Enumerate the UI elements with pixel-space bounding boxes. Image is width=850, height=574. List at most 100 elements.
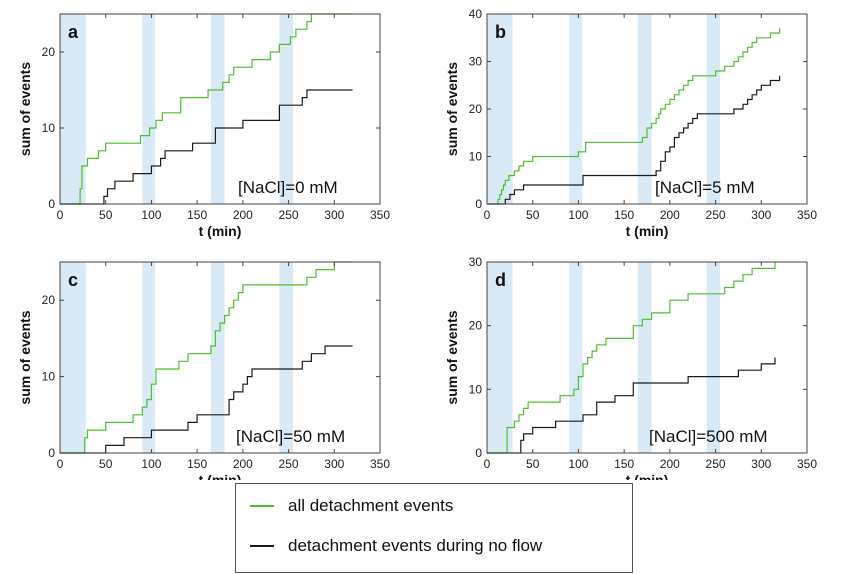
x-axis-label: t (min): [199, 472, 242, 480]
y-tick-label: 30: [469, 255, 483, 269]
plot-frame: [59, 13, 381, 205]
no-flow-band: [142, 14, 156, 204]
panel-label: a: [68, 22, 79, 42]
no-flow-band: [60, 262, 86, 453]
y-tick-label: 40: [469, 7, 483, 21]
panel-a: 0 50 100 150 200 250 300 350 0 10 20 t (min) sum of …: [17, 13, 390, 239]
condition-annotation: [NaCl]=5 mM: [655, 178, 755, 197]
x-tick-label: 350: [797, 457, 817, 471]
x-tick-label: 350: [797, 208, 817, 222]
legend-entry-noflow: detachment events during no flow: [250, 534, 542, 558]
series-noflow-detachment: [60, 89, 353, 205]
x-tick-label: 200: [660, 457, 680, 471]
x-tick-label: 100: [568, 208, 588, 222]
legend-entry-all: all detachment events: [250, 494, 453, 518]
no-flow-band: [210, 14, 225, 204]
x-tick-label: 150: [187, 457, 207, 471]
no-flow-band: [487, 262, 513, 453]
panel-label: d: [495, 270, 506, 290]
y-axis-label: sum of events: [17, 310, 33, 404]
no-flow-band: [142, 262, 156, 453]
x-tick-label: 50: [526, 208, 540, 222]
x-axis-label: t (min): [626, 223, 669, 239]
x-tick-label: 250: [706, 457, 726, 471]
y-tick-label: 10: [42, 370, 56, 384]
x-tick-label: 200: [233, 457, 253, 471]
y-axis-label: sum of events: [17, 62, 33, 156]
legend-label-all: all detachment events: [288, 496, 454, 515]
y-tick-label: 10: [469, 382, 483, 396]
x-tick-label: 150: [614, 457, 634, 471]
series-all-detachment: [60, 261, 353, 454]
x-tick-label: 50: [526, 457, 540, 471]
no-flow-band: [279, 14, 294, 204]
x-tick-label: 250: [706, 208, 726, 222]
x-tick-label: 150: [614, 208, 634, 222]
no-flow-band: [706, 262, 721, 453]
y-tick-label: 20: [42, 293, 56, 307]
legend-swatch-noflow: [250, 545, 274, 547]
condition-annotation: [NaCl]=50 mM: [236, 427, 345, 446]
panel-label: c: [68, 270, 78, 290]
x-tick-label: 0: [57, 457, 64, 471]
no-flow-band: [210, 262, 225, 453]
no-flow-band: [637, 262, 652, 453]
series-noflow-detachment: [487, 357, 776, 454]
x-tick-label: 250: [279, 208, 299, 222]
no-flow-band: [487, 14, 513, 204]
legend-label-noflow: detachment events during no flow: [288, 536, 543, 555]
x-tick-label: 50: [99, 457, 113, 471]
no-flow-band: [637, 14, 652, 204]
x-tick-label: 250: [279, 457, 299, 471]
y-tick-label: 10: [469, 150, 483, 164]
series-all-detachment: [487, 262, 776, 454]
y-tick-label: 20: [469, 319, 483, 333]
x-tick-label: 300: [751, 208, 771, 222]
no-flow-band: [569, 262, 583, 453]
y-tick-label: 20: [42, 45, 56, 59]
no-flow-band: [569, 14, 583, 204]
y-tick-label: 10: [42, 121, 56, 135]
x-tick-label: 100: [568, 457, 588, 471]
series-all-detachment: [60, 13, 353, 205]
legend: all detachment events detachment events …: [235, 483, 633, 573]
x-tick-label: 350: [370, 457, 390, 471]
x-tick-label: 100: [141, 457, 161, 471]
legend-swatch-all: [250, 505, 274, 507]
plot-frame: [59, 261, 381, 454]
y-tick-label: 0: [475, 197, 482, 211]
x-tick-label: 300: [324, 208, 344, 222]
no-flow-band: [279, 262, 294, 453]
series-noflow-detachment: [60, 345, 353, 454]
x-tick-label: 300: [324, 457, 344, 471]
y-axis-label: sum of events: [444, 62, 460, 156]
y-axis-label: sum of events: [444, 310, 460, 404]
x-tick-label: 300: [751, 457, 771, 471]
y-tick-label: 30: [469, 55, 483, 69]
panel-b: 0 50 100 150 200 250 300 350 0 10 20 30 40 t (min) sum…: [444, 7, 817, 239]
x-tick-label: 100: [141, 208, 161, 222]
x-tick-label: 200: [660, 208, 680, 222]
x-axis-label: t (min): [626, 472, 669, 480]
series-noflow-detachment: [487, 75, 781, 205]
panel-d: 0 50 100 150 200 250 300 350 0 10 20 30 t (min) sum o…: [444, 255, 817, 480]
condition-annotation: [NaCl]=500 mM: [649, 427, 768, 446]
x-tick-label: 50: [99, 208, 113, 222]
series-all-detachment: [487, 28, 781, 205]
panel-c: 0 50 100 150 200 250 300 350 0 10 20 t (min) sum of …: [17, 261, 390, 480]
condition-annotation: [NaCl]=0 mM: [238, 178, 338, 197]
x-axis-label: t (min): [199, 223, 242, 239]
x-tick-label: 200: [233, 208, 253, 222]
x-tick-label: 0: [484, 457, 491, 471]
x-tick-label: 350: [370, 208, 390, 222]
y-tick-label: 0: [48, 197, 55, 211]
panel-label: b: [495, 22, 506, 42]
y-tick-label: 0: [48, 446, 55, 460]
y-tick-label: 0: [475, 446, 482, 460]
y-tick-label: 20: [469, 102, 483, 116]
x-tick-label: 150: [187, 208, 207, 222]
x-tick-label: 0: [57, 208, 64, 222]
no-flow-band: [706, 14, 721, 204]
x-tick-label: 0: [484, 208, 491, 222]
